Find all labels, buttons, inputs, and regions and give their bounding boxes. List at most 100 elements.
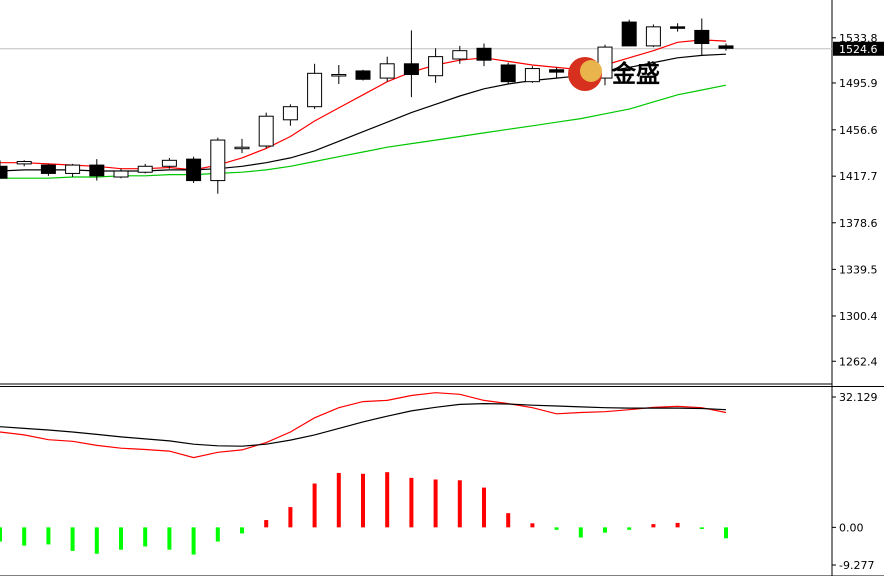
macd-histogram-bar [288, 507, 293, 528]
macd-histogram-bar [264, 520, 269, 528]
macd-dea-line [0, 402, 727, 447]
candle [282, 104, 298, 126]
macd-tick-label: 0.00 [839, 521, 864, 534]
candle [694, 18, 710, 56]
macd-histogram-bar [724, 527, 728, 539]
macd-histogram-bar [627, 527, 632, 530]
macd-histogram-bar [603, 527, 607, 533]
macd-histogram-bar [312, 483, 317, 528]
candle-body [210, 139, 226, 182]
macd-histogram-bar [457, 480, 462, 528]
candle [718, 43, 734, 51]
candle [65, 163, 81, 178]
candle-body [65, 164, 81, 174]
price-tick-label: 1339.5 [839, 263, 878, 276]
candle-body [234, 146, 250, 150]
price-tick-label: 1300.4 [839, 310, 878, 323]
macd-histogram-bar [70, 527, 75, 551]
macd-histogram-bar [46, 527, 51, 545]
candle-body [331, 74, 347, 77]
candle-body [161, 159, 177, 167]
candle [428, 48, 444, 83]
price-tick-label: 1262.4 [839, 355, 878, 368]
macd-histogram-bar [578, 527, 583, 538]
macd-histogram-bar [94, 527, 99, 554]
macd-histogram-bar [22, 527, 27, 546]
macd-histogram-bar [119, 527, 123, 550]
macd-histogram-bar [482, 487, 486, 528]
candle-body [452, 50, 468, 60]
macd-histogram-bar [191, 527, 196, 555]
candlesticks [0, 18, 734, 194]
macd-histogram-bar [554, 527, 559, 530]
macd-tick-label: 32.129 [839, 391, 878, 404]
candle [258, 112, 274, 149]
macd-lines [0, 392, 727, 459]
candle [670, 23, 686, 32]
candle [307, 63, 323, 110]
macd-histogram-bar [167, 527, 172, 550]
price-tick-label: 1417.7 [839, 170, 878, 183]
candle [16, 160, 32, 167]
macd-histogram-bar [675, 522, 680, 528]
candle-body [137, 165, 153, 173]
macd-histogram-bar [0, 527, 2, 542]
macd-histogram [0, 472, 728, 555]
price-axis: 1533.8 1495.9 1456.6 1417.7 1378.6 1339.5 1300… [832, 32, 884, 368]
candle [234, 138, 250, 154]
candle [379, 56, 395, 82]
candle [549, 67, 565, 79]
macd-histogram-bar [336, 472, 341, 528]
macd-histogram-bar [240, 527, 244, 534]
candle-body [282, 106, 298, 121]
price-tick-label: 1533.8 [839, 32, 878, 45]
candle-body [186, 158, 202, 182]
candle [40, 163, 56, 176]
candle-body [16, 161, 32, 165]
candle [621, 19, 637, 47]
macd-histogram-bar [651, 524, 656, 528]
candle [137, 163, 153, 174]
candle-body [549, 69, 565, 73]
macd-histogram-bar [361, 473, 365, 528]
watermark-text: 金盛 [611, 60, 660, 88]
macd-histogram-bar [699, 527, 704, 529]
candle-body [694, 29, 710, 45]
candle-body [89, 164, 105, 177]
candle [355, 69, 371, 81]
watermark-logo: 金盛 [568, 57, 660, 91]
macd-histogram-bar [215, 527, 220, 542]
candle [403, 30, 419, 98]
candle [89, 159, 105, 181]
current-price-tag [833, 41, 884, 56]
candle [161, 157, 177, 169]
candle-body [476, 47, 492, 61]
candle [331, 64, 347, 85]
watermark-logo-icon-inner [580, 60, 602, 82]
candle-body [718, 45, 734, 49]
macd-histogram-bar [409, 477, 414, 528]
macd-axis: 32.129 0.00 -9.277 [832, 391, 878, 572]
candle-body [379, 63, 395, 79]
candle [113, 168, 129, 179]
macd-tick-label: -9.277 [839, 559, 874, 572]
candle-body [40, 164, 56, 174]
candle [0, 160, 8, 179]
macd-histogram-bar [143, 527, 148, 547]
macd-dif-line [0, 392, 727, 459]
candle [476, 43, 492, 67]
candle-body [0, 165, 8, 179]
candle-body [113, 170, 129, 178]
candle [524, 66, 540, 83]
candle-body [524, 68, 540, 83]
macd-histogram-bar [506, 513, 511, 528]
candle [645, 24, 661, 48]
candle-body [403, 63, 419, 76]
candle [500, 62, 516, 85]
price-tick-label: 1456.6 [839, 124, 878, 137]
candle-body [645, 26, 661, 47]
macd-histogram-bar [530, 523, 535, 528]
macd-histogram-bar [433, 479, 438, 528]
